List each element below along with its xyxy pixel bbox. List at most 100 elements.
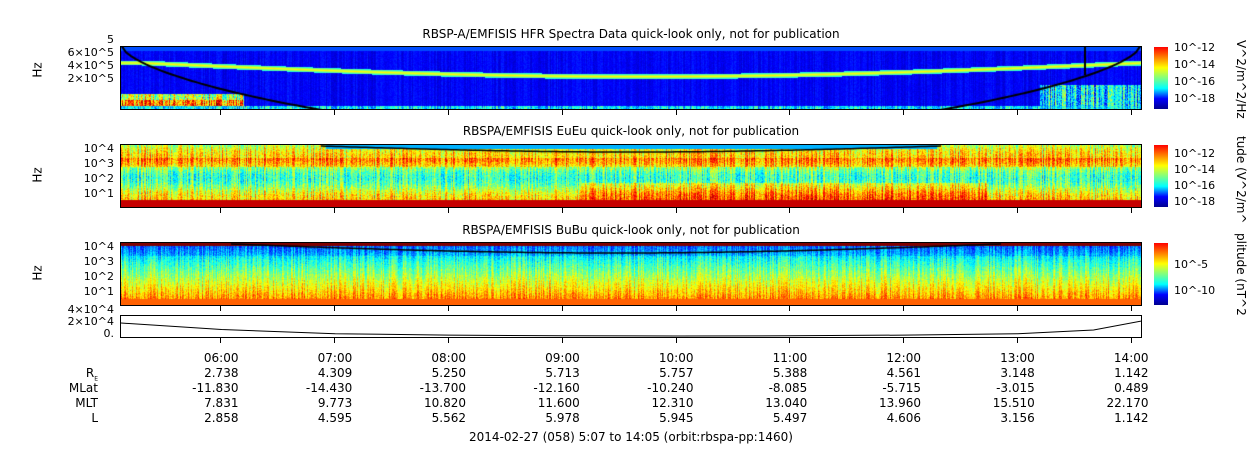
ephemeris-label-text: MLat [68, 381, 98, 395]
ephemeris-row: MLT 7.831 9.773 10.820 11.600 12.310 13.040 13.… [0, 396, 1250, 411]
ephemeris-value: 5.497 [772, 411, 808, 425]
ephemeris-label-subscript: E [94, 375, 98, 383]
x-tick-label: 09:00 [545, 351, 580, 365]
x-tick [675, 110, 677, 115]
x-tick-label: 08:00 [431, 351, 466, 365]
ephemeris-value: 15.510 [992, 396, 1035, 410]
ephemeris-value: 12.310 [651, 396, 694, 410]
ephemeris-value: 5.757 [659, 366, 694, 380]
ephemeris-row-label: MLat [40, 381, 98, 395]
ephemeris-value: 0.489 [1114, 381, 1149, 395]
x-tick-label: 12:00 [886, 351, 921, 365]
line-panel [120, 315, 1142, 338]
x-tick [1016, 208, 1018, 213]
eueu-spectrogram-image [121, 145, 1141, 207]
y-tick-label: 10^1 [83, 187, 114, 200]
ephemeris-value: 22.170 [1106, 396, 1149, 410]
colorbar-tick-label: 10^-10 [1174, 284, 1216, 297]
ephemeris-row: L 2.858 4.595 5.562 5.978 5.945 5.497 4.606 3.15… [0, 411, 1250, 426]
ephemeris-row: RE 2.738 4.309 5.250 5.713 5.757 5.388 4.561 3.1… [0, 366, 1250, 382]
y-tick-label: 5 [107, 33, 114, 46]
x-tick [220, 306, 222, 311]
colorbar-tick-label: 10^-12 [1174, 147, 1216, 160]
x-tick [447, 338, 449, 343]
ephemeris-value: 2.858 [204, 411, 239, 425]
ephemeris-value: 5.713 [545, 366, 580, 380]
colorbar-tick-label: 10^-16 [1174, 75, 1216, 88]
x-tick [1130, 208, 1132, 213]
x-tick [561, 110, 563, 115]
x-tick-label: 07:00 [317, 351, 353, 365]
x-tick [675, 338, 677, 343]
x-tick [1016, 110, 1018, 115]
x-tick-label: 10:00 [658, 351, 694, 365]
colorbar-2-label: tude (V^2/m^ [1234, 136, 1248, 224]
x-tick-label: 13:00 [1000, 351, 1035, 365]
x-tick [561, 208, 563, 213]
colorbar-3-label: plitude (nT^2 [1234, 233, 1248, 316]
x-tick [675, 208, 677, 213]
ephemeris-label-text: R [85, 366, 95, 380]
x-tick [1016, 338, 1018, 343]
colorbar-tick-label: 10^-18 [1174, 195, 1216, 208]
ephemeris-value: 13.040 [765, 396, 808, 410]
panel-3-ylabel: Hz [30, 265, 45, 281]
y-tick-label: 10^3 [83, 255, 114, 268]
ephemeris-value: 4.606 [886, 411, 921, 425]
ephemeris-label-text: L [91, 411, 98, 425]
y-tick-label: 2×10^4 [67, 315, 114, 328]
x-tick [1016, 306, 1018, 311]
colorbar-3 [1154, 243, 1168, 305]
colorbar-1 [1154, 47, 1168, 109]
ephemeris-value: 3.156 [1000, 411, 1035, 425]
y-tick-label: 10^2 [83, 270, 114, 283]
x-tick [675, 306, 677, 311]
x-tick [789, 110, 791, 115]
ephemeris-value: 10.820 [423, 396, 466, 410]
x-tick [903, 338, 904, 343]
line-panel-svg [120, 320, 1142, 337]
colorbar-tick-label: 10^-5 [1174, 258, 1209, 271]
ephemeris-row: MLat -11.830 -14.430 -13.700 -12.160 -10.240 -… [0, 381, 1250, 396]
x-tick [903, 208, 904, 213]
y-tick-label: 10^3 [83, 157, 114, 170]
ephemeris-value: -11.830 [192, 381, 239, 395]
y-tick-label: 4×10^4 [67, 303, 114, 316]
x-tick [561, 306, 563, 311]
y-tick-label: 10^4 [83, 240, 114, 253]
x-tick-label: 14:00 [1113, 351, 1149, 365]
radial-distance-line [120, 320, 1142, 337]
ephemeris-value: -10.240 [647, 381, 694, 395]
eueu-spectrogram [120, 144, 1142, 208]
x-tick-label: 11:00 [772, 351, 808, 365]
x-tick [789, 306, 791, 311]
x-tick-label: 06:00 [203, 351, 239, 365]
y-tick-label: 2×10^5 [67, 72, 114, 85]
bubu-spectrogram [120, 242, 1142, 306]
y-tick-label: 10^4 [83, 142, 114, 155]
ephemeris-value: -13.700 [419, 381, 466, 395]
ephemeris-value: 5.978 [545, 411, 580, 425]
panel-2-ylabel: Hz [30, 167, 45, 183]
ephemeris-row-label: RE [40, 366, 98, 382]
ephemeris-label-text: MLT [75, 396, 98, 410]
colorbar-tick-label: 10^-12 [1174, 41, 1216, 54]
x-tick [447, 110, 449, 115]
x-tick [334, 208, 336, 213]
ephemeris-value: 4.595 [317, 411, 353, 425]
x-tick [220, 338, 222, 343]
panel-2-title: RBSPA/EMFISIS EuEu quick-look only, not … [462, 124, 800, 138]
x-tick [334, 110, 336, 115]
panel-1-ylabel: Hz [30, 62, 45, 78]
panel-3-title: RBSPA/EMFISIS BuBu quick-look only, not … [462, 223, 800, 237]
colorbar-tick-label: 10^-14 [1174, 163, 1216, 176]
ephemeris-row-label: MLT [40, 396, 98, 410]
x-tick [1130, 306, 1132, 311]
ephemeris-value: 1.142 [1114, 366, 1149, 380]
x-tick [447, 306, 449, 311]
ephemeris-value: -3.015 [996, 381, 1035, 395]
x-tick [334, 338, 336, 343]
colorbar-tick-label: 10^-16 [1174, 179, 1216, 192]
ephemeris-value: 5.250 [431, 366, 466, 380]
